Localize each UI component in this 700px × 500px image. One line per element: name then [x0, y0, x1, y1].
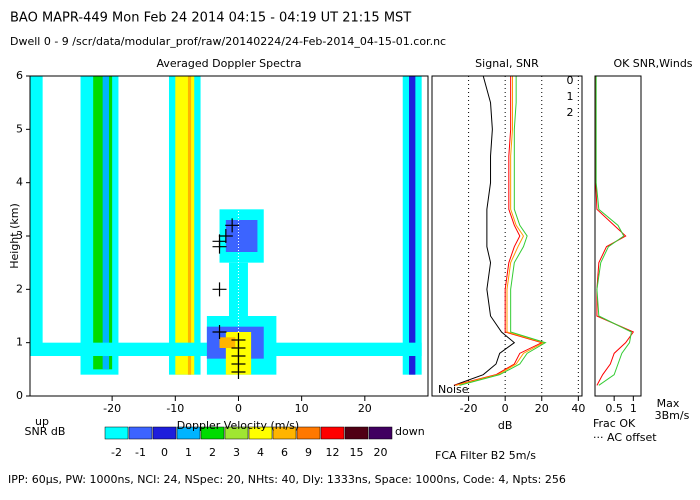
plot-frame — [431, 75, 583, 397]
peak-cross — [218, 229, 233, 243]
spectral-region — [30, 76, 43, 354]
x-tick-label: 0 — [235, 402, 242, 415]
colorbar-cell — [272, 426, 297, 440]
panel-title: OK SNR,Winds — [613, 57, 692, 70]
colorbar-tick-label: 15 — [350, 446, 364, 459]
y-tick-label: 6 — [16, 69, 23, 82]
profile-line — [453, 75, 516, 386]
profile-line — [453, 76, 544, 386]
legend-entry: 1 — [567, 90, 574, 103]
y-tick-label: 2 — [16, 282, 23, 295]
colorbar-cell — [368, 426, 393, 440]
x-tick-label: 1 — [630, 402, 637, 415]
header-title: BAO MAPR-449 Mon Feb 24 2014 04:15 - 04:… — [10, 11, 411, 26]
x-axis-label: Frac OK — [593, 417, 636, 430]
y-tick-label: 0 — [16, 389, 23, 402]
colorbar-cell — [104, 426, 129, 440]
colorbar-tick-label: 4 — [257, 446, 264, 459]
max-label: Max — [657, 397, 680, 410]
colorbar-tick-label: 1 — [185, 446, 192, 459]
colorbar-cell — [176, 426, 201, 440]
x-axis-label: dB — [498, 419, 513, 432]
ac-offset-note: ··· AC offset — [593, 431, 657, 444]
peak-cross — [212, 239, 227, 254]
colorbar-tick-label: 20 — [374, 446, 388, 459]
params: IPP: 60μs, PW: 1000ns, NCI: 24, NSpec: 2… — [8, 473, 566, 486]
y-tick-label: 1 — [16, 336, 23, 349]
profile-line — [455, 76, 545, 386]
x-tick-label: -20 — [103, 402, 121, 415]
colorbar-cell — [344, 426, 369, 440]
panel-title: Signal, SNR — [475, 57, 539, 70]
colorbar-cell — [128, 426, 153, 440]
up-label: up — [35, 415, 49, 428]
profile-line — [459, 76, 547, 386]
x-tick-label: 20 — [358, 402, 372, 415]
colorbar-cell — [296, 426, 321, 440]
x-tick-label: 0 — [502, 402, 509, 415]
noise-label: Noise — [438, 383, 469, 396]
max-value: 3Bm/s — [655, 409, 690, 422]
filter-label: FCA Filter B2 5m/s — [435, 449, 536, 462]
plot-frame — [29, 75, 429, 397]
fraction-line — [595, 76, 632, 386]
fraction-line — [595, 76, 635, 386]
peak-cross — [231, 365, 246, 379]
peak-cross — [225, 218, 240, 233]
x-tick-label: 40 — [571, 402, 585, 415]
colorbar-tick-label: -1 — [135, 446, 146, 459]
legend-entry: 2 — [567, 106, 574, 119]
legend-entry: 0 — [567, 74, 574, 87]
y-tick-label: 5 — [16, 122, 23, 135]
spectral-region — [187, 76, 192, 375]
colorbar-cell — [248, 426, 273, 440]
colorbar-cell — [152, 426, 177, 440]
colorbar-tick-label: 6 — [281, 446, 288, 459]
colorbar-tick-label: 2 — [209, 446, 216, 459]
spectral-region — [175, 76, 195, 375]
header-dwell: Dwell 0 - 9 /scr/data/modular_prof/raw/2… — [10, 35, 446, 48]
x-tick-label: -10 — [166, 402, 184, 415]
panel-title: Averaged Doppler Spectra — [156, 57, 301, 70]
colorbar-tick-label: -2 — [111, 446, 122, 459]
x-tick-label: -20 — [460, 402, 478, 415]
x-axis-label: Doppler Velocity (m/s) — [177, 419, 299, 432]
y-axis-label: Height (km) — [8, 203, 21, 269]
colorbar-tick-label: 12 — [326, 446, 340, 459]
colorbar-cell — [224, 426, 249, 440]
x-tick-label: 20 — [535, 402, 549, 415]
spectral-region — [102, 76, 109, 370]
colorbar-tick-label: 9 — [305, 446, 312, 459]
y-tick-label: 4 — [16, 176, 23, 189]
peak-cross — [212, 282, 227, 297]
peak-cross — [212, 325, 227, 339]
x-tick-label: 10 — [295, 402, 309, 415]
x-tick-label: 0.5 — [605, 402, 623, 415]
spectral-region — [219, 337, 236, 348]
plot-frame — [594, 75, 642, 397]
colorbar-label: SNR dB — [25, 425, 66, 438]
colorbar-tick-label: 3 — [233, 446, 240, 459]
down-label: down — [395, 425, 425, 438]
colorbar-cell — [200, 426, 225, 440]
colorbar-cell — [320, 426, 345, 440]
y-tick-label: 3 — [16, 229, 23, 242]
spectral-region — [409, 76, 416, 375]
colorbar-tick-label: 0 — [161, 446, 168, 459]
